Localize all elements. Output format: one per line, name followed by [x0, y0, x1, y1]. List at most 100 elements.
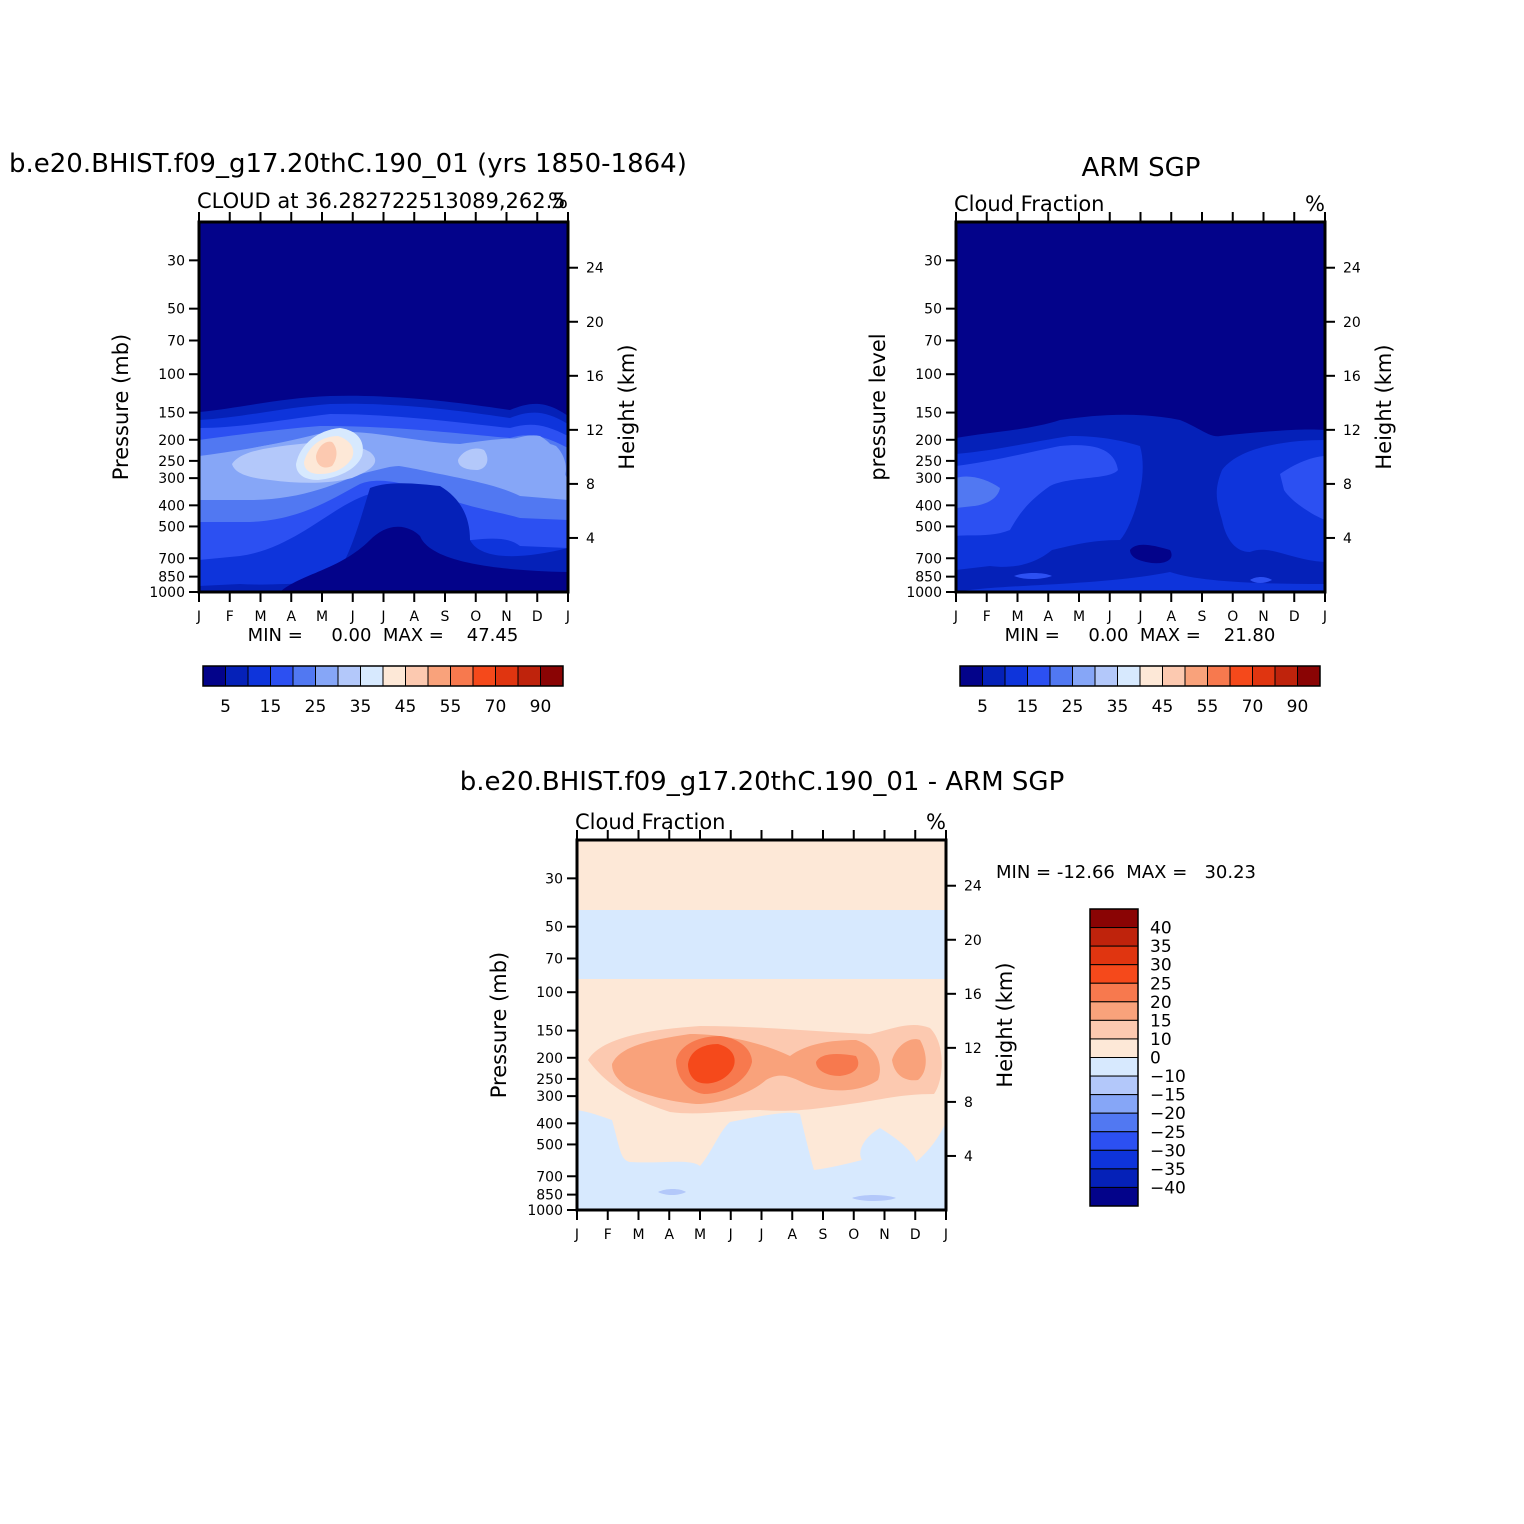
colorbar-label: 15: [1150, 1011, 1172, 1031]
colorbar-label: −20: [1150, 1104, 1186, 1124]
colorbar-swatch: [337, 665, 361, 687]
y2-axis-label: Height (km): [993, 962, 1017, 1087]
colorbar-swatch: [1089, 1001, 1139, 1021]
panel-model: b.e20.BHIST.f09_g17.20thC.190_01 (yrs 18…: [9, 149, 687, 717]
y-tick-label: 1000: [149, 585, 185, 601]
colorbar-swatch: [1089, 982, 1139, 1003]
colorbar-swatch: [202, 665, 226, 687]
x-tick-label: J: [574, 1227, 579, 1243]
panel-diff: b.e20.BHIST.f09_g17.20thC.190_01 - ARM S…: [460, 767, 1256, 1243]
y-tick-label: 850: [536, 1188, 563, 1204]
contour-band-25-30: [688, 1044, 735, 1084]
colorbar-label: 5: [220, 697, 231, 717]
x-tick-label: S: [819, 1227, 828, 1243]
x-tick-label: M: [632, 1227, 644, 1243]
colorbar-swatch: [1089, 945, 1139, 966]
colorbar-swatch: [1117, 665, 1141, 687]
panel-obs-subtitle: Cloud Fraction: [954, 192, 1105, 216]
x-tick-label: O: [470, 609, 481, 625]
x-tick-label: J: [758, 1227, 763, 1243]
y-axis-label: Pressure (mb): [109, 334, 133, 481]
contour-band-10-15c: [956, 572, 1325, 592]
y2-tick-label: 16: [586, 369, 604, 385]
colorbar-label: 55: [1197, 697, 1219, 717]
x-tick-label: O: [1227, 609, 1238, 625]
colorbar-swatch: [472, 665, 496, 687]
x-tick-label: M: [694, 1227, 706, 1243]
contour-band-15-20: [956, 445, 1118, 536]
colorbar-label: −35: [1150, 1160, 1186, 1180]
contour-band-neg10-0b: [820, 951, 946, 979]
colorbar-label: 90: [1287, 697, 1309, 717]
y2-axis-label: Height (km): [1372, 344, 1396, 469]
y2-tick-label: 12: [1343, 423, 1361, 439]
colorbar-label: 40: [1150, 919, 1172, 939]
panel-obs-contours: [956, 222, 1325, 592]
y-tick-label: 100: [536, 985, 563, 1001]
y2-tick-label: 12: [586, 423, 604, 439]
y2-tick-label: 24: [964, 879, 982, 895]
contour-band-20-25: [956, 476, 1000, 508]
x-tick-label: A: [409, 609, 419, 625]
panel-obs-minmax: MIN = 0.00 MAX = 21.80: [1005, 625, 1276, 646]
contour-band-neg15-neg10: [658, 1189, 686, 1195]
y-tick-label: 50: [167, 302, 185, 318]
y-tick-label: 850: [915, 570, 942, 586]
x-tick-label: J: [196, 609, 201, 625]
colorbar-swatch: [1207, 665, 1231, 687]
y-tick-label: 100: [915, 367, 942, 383]
colorbar-label: 25: [1062, 697, 1084, 717]
x-tick-label: N: [501, 609, 511, 625]
colorbar-label: −30: [1150, 1141, 1186, 1161]
colorbar-label: 15: [260, 697, 282, 717]
x-tick-label: A: [1043, 609, 1053, 625]
x-tick-label: F: [604, 1227, 612, 1243]
colorbar-label: 70: [485, 697, 507, 717]
colorbar-swatch: [450, 665, 474, 687]
y-tick-label: 30: [924, 253, 942, 269]
panel-model-minmax: MIN = 0.00 MAX = 47.45: [248, 625, 519, 646]
colorbar-swatch: [1089, 1131, 1139, 1151]
y-tick-label: 300: [915, 471, 942, 487]
colorbar-swatch: [292, 665, 316, 687]
colorbar-swatch: [1089, 1057, 1139, 1077]
colorbar-swatch: [517, 665, 541, 687]
x-tick-label: J: [943, 1227, 948, 1243]
x-tick-label: S: [441, 609, 450, 625]
x-tick-label: A: [787, 1227, 797, 1243]
colorbar-swatch: [982, 665, 1006, 687]
colorbar-label: −10: [1150, 1067, 1186, 1087]
y2-tick-label: 8: [586, 477, 595, 493]
colorbar-swatch: [1252, 665, 1276, 687]
colorbar-label: 70: [1242, 697, 1264, 717]
colorbar-label: −25: [1150, 1123, 1186, 1143]
x-tick-label: F: [983, 609, 991, 625]
x-tick-label: N: [1258, 609, 1268, 625]
colorbar-swatch: [405, 665, 429, 687]
colorbar-frame: [202, 665, 564, 687]
colorbar-swatch: [1089, 908, 1139, 929]
y-axis-label: Pressure (mb): [487, 952, 511, 1099]
y-tick-label: 700: [158, 551, 185, 567]
panel-diff-subtitle: Cloud Fraction: [575, 810, 726, 834]
y-tick-label: 150: [915, 406, 942, 422]
y-tick-label: 400: [915, 498, 942, 514]
colorbar-label: 10: [1150, 1030, 1172, 1050]
colorbar-swatch: [1089, 1038, 1139, 1058]
x-tick-label: J: [350, 609, 355, 625]
colorbar-swatch: [1162, 665, 1186, 687]
panel-model-contours: [199, 222, 568, 592]
y-tick-label: 1000: [527, 1203, 563, 1219]
colorbar-label: 55: [440, 697, 462, 717]
panel-obs-title: ARM SGP: [1082, 153, 1201, 183]
colorbar-swatch: [1139, 665, 1163, 687]
y-tick-label: 70: [545, 951, 563, 967]
colorbar-swatch: [360, 665, 384, 687]
x-tick-label: J: [565, 609, 570, 625]
contour-band-45-50: [316, 441, 337, 468]
y-axis-label: pressure level: [866, 333, 890, 480]
y-tick-label: 300: [536, 1089, 563, 1105]
panel-model-title: b.e20.BHIST.f09_g17.20thC.190_01 (yrs 18…: [9, 149, 687, 179]
colorbar-swatch: [1297, 665, 1321, 687]
